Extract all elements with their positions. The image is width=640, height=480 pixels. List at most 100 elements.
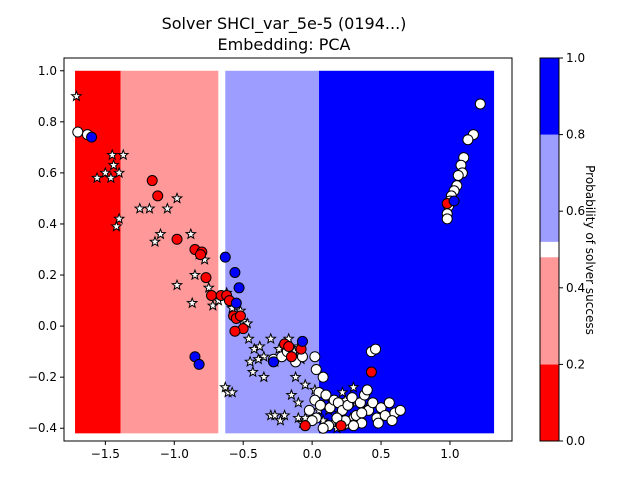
x-tick-label: 0.5 (371, 447, 390, 461)
data-point-circle (383, 397, 395, 409)
data-point-circle (230, 297, 242, 309)
data-point-star (106, 148, 119, 161)
data-point-circle (171, 233, 183, 245)
colorbar-segment (540, 134, 559, 242)
data-point-star (107, 158, 120, 171)
data-point-star (184, 227, 197, 240)
colorbar-tick-label: 0.8 (566, 128, 585, 142)
colorbar-tick-label: 0.4 (566, 281, 585, 295)
data-point-star (117, 148, 130, 161)
probability-regions (75, 70, 495, 434)
data-point-circle (234, 310, 246, 322)
colorbar-segments (540, 58, 559, 441)
data-point-circle (314, 399, 326, 411)
data-point-circle (367, 397, 379, 409)
data-point-circle (299, 420, 311, 432)
probability-band (225, 70, 320, 434)
data-point-circle (146, 175, 158, 187)
data-point-star (278, 409, 291, 421)
colorbar-ticks: 0.0 0.2 0.4 0.6 0.8 1.0 (559, 51, 585, 448)
data-point-star (104, 171, 117, 184)
colorbar-segment (540, 364, 559, 441)
data-point-circle (296, 335, 308, 347)
colorbar-label: Probability of solver success (583, 165, 597, 335)
data-point-star (264, 332, 277, 345)
data-point-circle (86, 131, 98, 143)
plot-frame (63, 57, 513, 442)
data-point-circle (309, 351, 321, 363)
data-point-circle (219, 251, 231, 263)
colorbar-tick-label: 1.0 (566, 51, 585, 65)
data-point-star (219, 380, 232, 393)
data-point-circle (365, 366, 377, 378)
data-point-circle (317, 422, 329, 434)
data-point-circle (268, 356, 280, 368)
y-tick-label: 0.4 (38, 217, 57, 231)
data-point-star (143, 202, 156, 214)
data-point-star (285, 388, 298, 401)
data-point-star (186, 296, 199, 309)
data-point-circle (317, 371, 329, 383)
y-tick-label: −0.4 (28, 421, 57, 435)
data-point-circle (372, 417, 384, 429)
data-point-circle (361, 384, 373, 396)
data-point-circle (72, 126, 84, 138)
data-point-circle (346, 392, 358, 404)
data-point-star (202, 281, 215, 294)
data-point-circle (229, 266, 241, 278)
data-point-circle (229, 325, 241, 337)
data-point-circle (320, 389, 332, 401)
data-point-circle (285, 351, 297, 363)
colorbar-tick-label: 0.2 (566, 357, 585, 371)
data-point-star (268, 409, 282, 421)
colorbar-segment (540, 241, 559, 258)
data-point-circle (356, 407, 368, 419)
x-tick-label: 1.0 (440, 447, 459, 461)
data-point-star (289, 370, 302, 383)
data-point-star (292, 396, 305, 408)
data-point-circle (303, 404, 315, 416)
data-point-circle (441, 213, 453, 225)
data-point-circle (462, 134, 474, 146)
data-point-circle (283, 341, 295, 353)
data-point-star (99, 166, 112, 179)
data-point-star (170, 278, 184, 291)
data-point-circle (370, 343, 382, 355)
data-point-star (243, 355, 257, 368)
x-tick-label: −1.5 (91, 447, 120, 461)
data-point-star (170, 192, 184, 204)
data-point-star (336, 386, 349, 398)
data-point-circle (347, 420, 359, 432)
data-point-circle (233, 282, 245, 294)
probability-band (319, 70, 495, 434)
plot-area (63, 57, 513, 442)
data-point-circle (194, 249, 206, 261)
data-point-star (253, 340, 266, 352)
x-tick-label: −0.5 (229, 447, 258, 461)
data-point-circle (310, 364, 322, 376)
data-point-circle (452, 169, 464, 181)
data-point-star (161, 202, 174, 214)
data-point-circle (448, 195, 460, 207)
data-point-circle (394, 404, 406, 416)
data-point-star (154, 227, 167, 240)
probability-band (75, 70, 121, 434)
colorbar-tick-label: 0.0 (566, 434, 585, 448)
data-point-star (90, 171, 104, 184)
data-point-circle (386, 415, 398, 427)
data-point-star (242, 332, 255, 345)
data-point-star (257, 370, 270, 383)
data-point-circle (474, 98, 486, 110)
y-tick-label: −0.2 (28, 370, 57, 384)
y-tick-label: 0.6 (38, 166, 57, 180)
y-tick-label: 0.0 (38, 319, 57, 333)
data-point-star (113, 212, 126, 225)
x-tick-label: 0.0 (303, 447, 322, 461)
data-point-star (226, 386, 239, 398)
data-point-circle (200, 272, 212, 284)
data-point-circle (205, 289, 217, 301)
probability-band (218, 70, 226, 434)
data-point-circle (335, 420, 347, 432)
colorbar: 0.0 0.2 0.4 0.6 0.8 1.0 Probability of solver… (539, 51, 597, 448)
y-tick-label: 1.0 (38, 64, 57, 78)
